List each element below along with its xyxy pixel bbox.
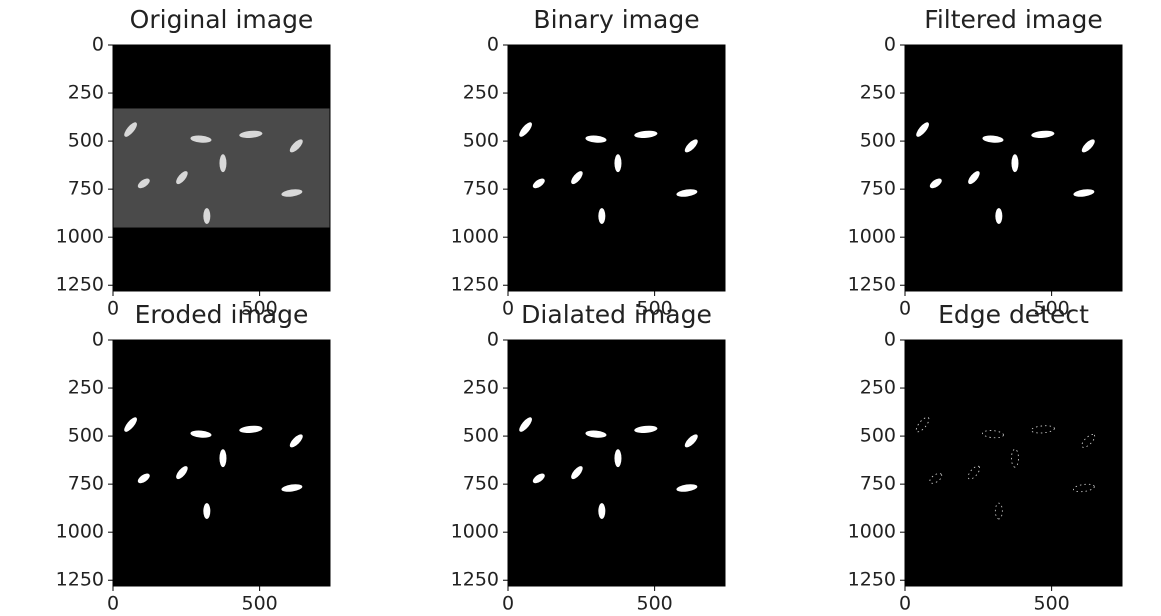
grain <box>614 154 621 172</box>
x-tick-label: 0 <box>107 593 119 615</box>
x-tick-label: 0 <box>899 593 911 615</box>
subplot-title: Edge detect <box>938 300 1089 329</box>
y-tick-label: 750 <box>68 473 104 495</box>
y-tick-label: 1250 <box>56 569 104 591</box>
y-tick-label: 500 <box>463 130 499 152</box>
y-tick-label: 0 <box>92 329 104 351</box>
y-tick-label: 0 <box>487 34 499 56</box>
y-tick-label: 1250 <box>451 274 499 296</box>
x-tick-label: 500 <box>636 593 672 615</box>
grain <box>219 154 226 172</box>
y-tick-label: 250 <box>860 377 896 399</box>
x-tick-label: 0 <box>107 298 119 320</box>
y-tick-label: 0 <box>92 34 104 56</box>
x-tick-label: 0 <box>502 593 514 615</box>
grain <box>219 449 226 467</box>
y-tick-label: 1000 <box>451 226 499 248</box>
grain <box>598 208 605 224</box>
x-tick-label: 500 <box>1033 593 1069 615</box>
subplot-title: Eroded image <box>135 300 309 329</box>
subplot-title: Original image <box>130 5 314 34</box>
grain <box>203 503 210 519</box>
y-tick-label: 500 <box>860 425 896 447</box>
grain <box>598 503 605 519</box>
y-tick-label: 1250 <box>848 274 896 296</box>
y-tick-label: 0 <box>487 329 499 351</box>
y-tick-label: 750 <box>463 473 499 495</box>
y-tick-label: 250 <box>68 82 104 104</box>
y-tick-label: 1000 <box>848 521 896 543</box>
y-tick-label: 750 <box>860 473 896 495</box>
y-tick-label: 0 <box>884 34 896 56</box>
y-tick-label: 1000 <box>848 226 896 248</box>
y-tick-label: 500 <box>68 130 104 152</box>
x-tick-label: 500 <box>241 593 277 615</box>
subplot-title: Binary image <box>533 5 699 34</box>
y-tick-label: 1000 <box>56 521 104 543</box>
grain <box>203 208 210 224</box>
grain <box>614 449 621 467</box>
y-tick-label: 500 <box>463 425 499 447</box>
y-tick-label: 0 <box>884 329 896 351</box>
x-tick-label: 0 <box>502 298 514 320</box>
subplot: Dialated image0250500750100012500500 <box>451 300 725 615</box>
y-tick-label: 250 <box>463 377 499 399</box>
y-tick-label: 1250 <box>56 274 104 296</box>
subplot-title: Filtered image <box>924 5 1102 34</box>
grain <box>995 208 1002 224</box>
y-tick-label: 1000 <box>56 226 104 248</box>
subplot-title: Dialated image <box>521 300 712 329</box>
y-tick-label: 750 <box>463 178 499 200</box>
y-tick-label: 750 <box>860 178 896 200</box>
y-tick-label: 750 <box>68 178 104 200</box>
y-tick-label: 1250 <box>451 569 499 591</box>
y-tick-label: 1000 <box>451 521 499 543</box>
image-background <box>905 340 1122 586</box>
y-tick-label: 250 <box>860 82 896 104</box>
x-tick-label: 0 <box>899 298 911 320</box>
figure: Original image0250500750100012500500Bina… <box>0 0 1161 616</box>
y-tick-label: 250 <box>463 82 499 104</box>
y-tick-label: 250 <box>68 377 104 399</box>
y-tick-label: 500 <box>860 130 896 152</box>
grain <box>1011 154 1018 172</box>
y-tick-label: 1250 <box>848 569 896 591</box>
y-tick-label: 500 <box>68 425 104 447</box>
